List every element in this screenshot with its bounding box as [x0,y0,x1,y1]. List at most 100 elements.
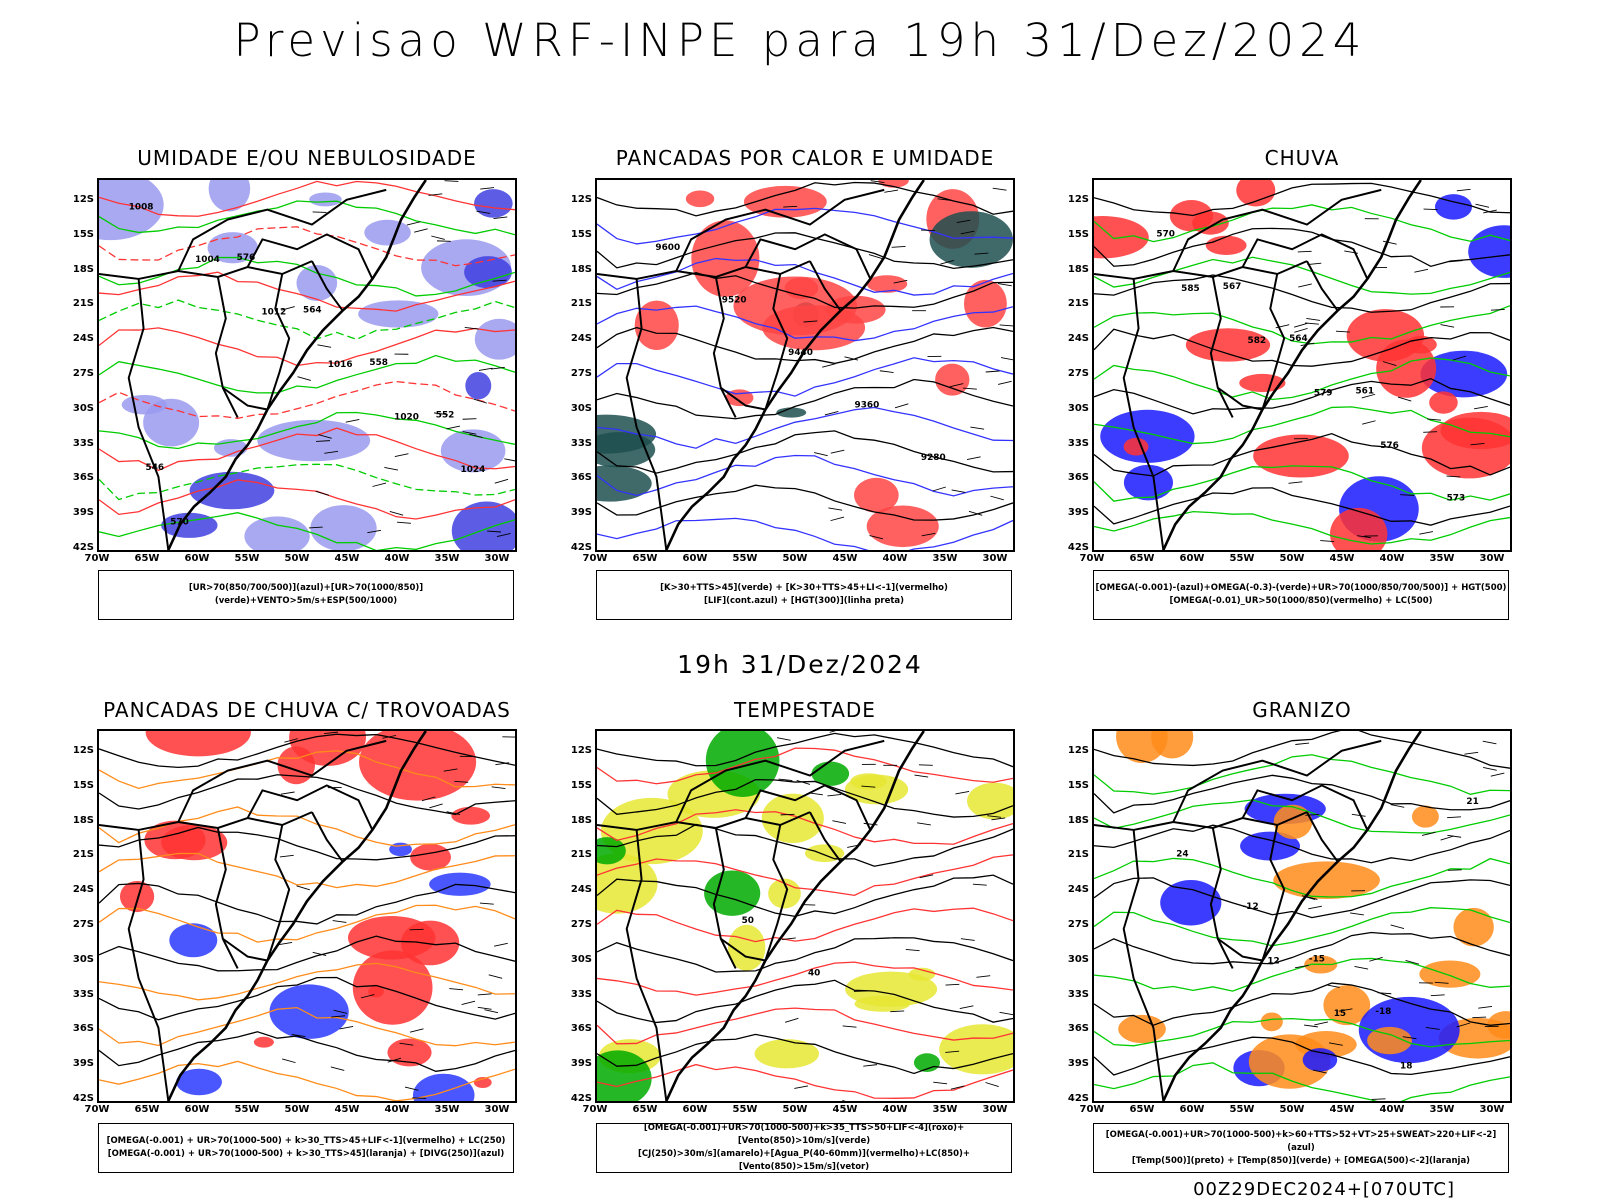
map-panel: 50 40 [595,729,1015,1103]
wind-arrow [504,458,515,462]
wind-arrow [914,774,929,778]
wind-arrow [960,938,975,941]
country-border [1209,276,1234,418]
country-border [597,260,811,280]
lon-tick-label: 30W [484,1104,510,1115]
wind-arrow [917,822,931,826]
shaded-region [597,465,652,502]
wind-arrow [1423,431,1438,433]
shaded-region [634,300,679,351]
shaded-region [119,880,155,913]
wind-arrow [487,530,502,533]
country-border [311,260,344,312]
lat-tick-label: 15S [72,779,94,791]
contour-line [597,823,1013,867]
contour-label: 1008 [129,203,154,213]
shaded-region [1100,409,1195,463]
wind-arrow [891,246,906,248]
shaded-region [597,853,658,914]
coastline [1162,731,1422,1101]
map-canvas: 1008 1004 1012 1016 1020 1024 570 576 564 558 552 5… [99,180,515,550]
contour-line [597,257,1013,296]
contour-label: 552 [436,410,455,420]
lon-tick-label: 35W [1429,553,1455,564]
map-panel: 585 582 579 576 573 570 567 564 561 [1092,178,1512,552]
country-border [1306,260,1339,312]
wind-arrow [1369,956,1383,962]
lon-tick-label: 40W [384,1104,410,1115]
wind-arrow [461,1000,476,1006]
shaded-region [121,394,167,415]
wind-arrow [970,426,985,430]
lon-tick-label: 50W [284,1104,310,1115]
wind-arrow [291,1034,306,1038]
wind-arrow [974,252,989,255]
shaded-region [1160,879,1222,926]
lon-tick-label: 30W [982,1104,1008,1115]
contour-line [1094,957,1510,992]
lon-tick-label: 30W [982,553,1008,564]
shaded-region [1411,805,1439,828]
contour-line [1094,731,1510,769]
contour-line [1094,877,1510,919]
contour-label: 9520 [722,296,747,306]
lat-tick-label: 18S [570,814,592,826]
wind-arrow [949,383,964,388]
map-panel: 9600 9520 9440 9360 9280 [595,178,1015,552]
lat-tick-label: 33S [570,437,592,449]
shaded-region [1236,180,1276,207]
wind-arrow [1456,188,1471,192]
contour-line [597,1007,1013,1045]
shaded-region [854,477,899,513]
country-border [311,811,344,863]
wind-arrow [998,380,1012,385]
shaded-region [1273,804,1313,840]
shaded-region [776,407,807,418]
shaded-region [1205,235,1247,255]
lon-tick-label: 60W [184,1104,210,1115]
lat-tick-label: 36S [1067,472,1089,484]
contour-line [597,809,1013,845]
wind-arrow [476,210,491,214]
contour-label: 1016 [328,360,353,370]
shaded-region [176,1068,222,1096]
country-border [675,188,885,272]
lon-tick-label: 60W [184,553,210,564]
contour-label: 9600 [655,243,680,253]
wind-arrow [367,529,382,534]
wind-arrow [1308,905,1322,910]
contour-label: 567 [1223,282,1242,292]
country-border [1122,278,1165,550]
wind-arrow [919,874,934,879]
lon-tick-label: 50W [1279,1104,1305,1115]
contour-line [1094,328,1510,367]
contour-line [597,854,1013,896]
wind-arrow [921,532,936,537]
wind-arrow [433,412,448,416]
contour-line [1094,256,1510,295]
legend-box: [OMEGA(-0.001)+UR>70(1000-500)+k>35_TTS>… [596,1123,1012,1173]
contour-line [597,484,1013,521]
wind-arrow [1294,327,1308,333]
contour-label: 18 [1400,1061,1412,1071]
contour-line [99,512,515,550]
contour-line [597,779,1013,818]
wind-arrow [284,738,298,743]
lat-tick-label: 42S [72,1093,94,1104]
wind-arrow [832,820,847,824]
wind-arrow [412,1097,427,1099]
country-border [266,273,291,410]
country-border [764,824,789,961]
wind-arrow [1490,772,1505,777]
contour-line [597,1063,1013,1099]
country-border [222,386,268,411]
shaded-region [754,1039,820,1069]
contour-line [597,732,1013,768]
wind-arrow [870,180,885,183]
legend-line: [Temp(500)](preto) + [Temp(850)](verde) … [1131,1155,1471,1166]
contour-line [99,411,515,450]
wind-arrow [469,433,483,438]
contour-line [99,226,515,267]
shaded-region [1358,996,1460,1064]
contour-line [597,207,1013,245]
